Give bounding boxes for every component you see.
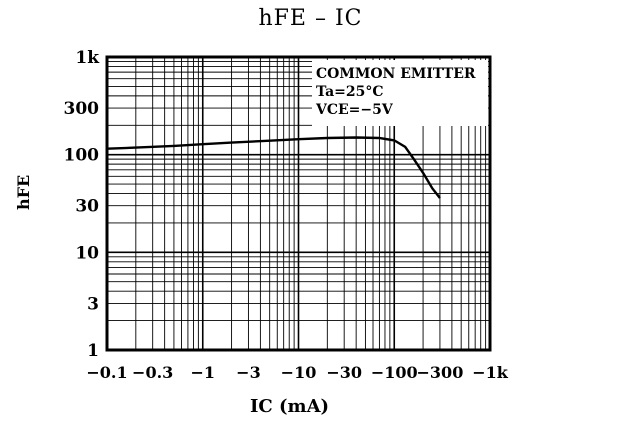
grid-layer: [106, 57, 490, 351]
series-line: [106, 136, 441, 199]
x-axis-label-text: IC (mA): [250, 396, 330, 417]
x-tick-label: −3: [236, 363, 261, 382]
x-tick-label: −10: [281, 363, 317, 382]
annotation-line: COMMON EMITTER: [316, 66, 476, 82]
y-tick-labels: 1 3 10 30 100 300 1k: [64, 48, 101, 361]
y-axis-label-text: hFE: [14, 174, 33, 210]
x-tick-label: −30: [326, 363, 362, 382]
annotation-line: VCE=−5V: [315, 102, 394, 118]
annotation-background: [312, 60, 488, 126]
x-tick-label: −1: [190, 363, 215, 382]
y-axis-label: hFE: [14, 175, 33, 210]
x-tick-label: −0.3: [132, 363, 173, 382]
series-layer: [106, 136, 441, 199]
y-tick-label: 1k: [75, 48, 100, 68]
x-axis-label: IC (mA): [250, 396, 329, 417]
y-tick-label: 300: [64, 99, 100, 119]
y-tick-label: 1: [87, 341, 99, 361]
annotation-line: Ta=25°C: [316, 84, 384, 100]
x-tick-label: −0.1: [86, 363, 127, 382]
chart-title-text: hFE – IC: [258, 6, 363, 31]
x-tick-label: −100: [371, 363, 418, 382]
x-tick-labels: −0.1 −0.3 −1 −3 −10 −30 −100−300 −1k: [86, 363, 508, 382]
y-tick-label: 3: [87, 294, 99, 314]
x-tick-label: −300: [417, 363, 464, 382]
x-tick-label: −1k: [472, 363, 509, 382]
chart-title: hFE – IC: [0, 6, 621, 31]
y-tick-label: 30: [75, 197, 99, 217]
annotation-box: COMMON EMITTER Ta=25°C VCE=−5V: [312, 60, 488, 126]
y-tick-label: 10: [75, 243, 99, 263]
y-tick-label: 100: [64, 146, 100, 166]
plot-frame: [105, 55, 492, 352]
